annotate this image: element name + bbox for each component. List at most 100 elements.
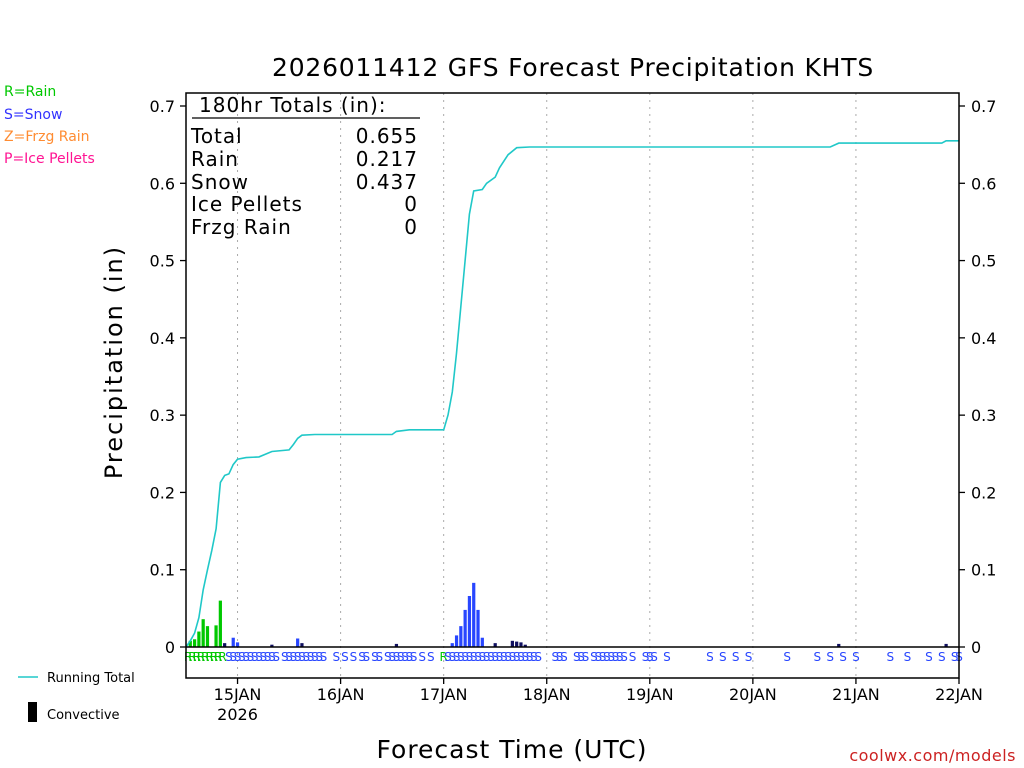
totals-value-snow: 0.437 [356,170,418,194]
ptype-marker-71: S [556,650,564,664]
precip-bar-15 [454,635,459,647]
precip-bar-17 [463,609,467,647]
precip-bar-28 [944,643,948,647]
ptype-marker-58: S [487,650,495,664]
ptype-marker-57: S [483,650,491,664]
ptype-marker-76: S [590,650,598,664]
ptype-marker-92: S [745,650,753,664]
precip-bar-3 [201,619,205,647]
precip-bar-27 [837,643,841,647]
ptype-marker-94: S [813,650,821,664]
ptype-marker-80: S [607,650,615,664]
totals-label-freezing-rain: Frzg Rain [191,215,292,239]
precip-bar-20 [476,609,480,647]
precip-bar-22 [493,643,497,647]
totals-box: 180hr Totals (in): Total 0.655 Rain 0.21… [190,93,420,239]
ptype-marker-1: R [188,650,196,664]
ptype-marker-8: R [218,650,226,664]
ptype-marker-63: S [509,650,517,664]
running-total-line [185,140,959,648]
precip-bar-0 [188,640,192,647]
ptype-marker-12: S [238,650,246,664]
precip-bar-18 [467,595,472,647]
precip-bar-6 [218,600,222,647]
ptype-marker-89: S [706,650,714,664]
x-tick-label-3: 18JAN [523,685,571,704]
totals-value-total: 0.655 [356,124,418,148]
running-total-legend-label: Running Total [47,671,135,686]
axes: 0 00.1 0.10.2 0.20.3 0.30.4 0.40.5 0.50.6 0.60.… [150,92,996,724]
ptype-marker-31: S [332,650,340,664]
ptype-marker-91: S [732,650,740,664]
precip-bar-23 [510,640,514,647]
legend-ice-pellets: P=Ice Pellets [4,151,95,167]
ptype-marker-77: S [594,650,602,664]
y-tick-label-left-4: 0.4 [150,329,175,348]
ptype-marker-55: S [474,650,482,664]
ptype-marker-23: S [290,650,298,664]
ptype-marker-16: S [255,650,263,664]
ptype-marker-45: S [418,650,426,664]
plot-frame [185,92,960,679]
ptype-marker-41: S [397,650,405,664]
ptype-marker-97: S [852,650,860,664]
y-tick-label-left-5: 0.5 [150,252,175,271]
totals-value-rain: 0.217 [356,147,418,171]
precip-bar-7 [223,643,227,647]
ptype-marker-22: S [285,650,293,664]
ptype-marker-17: S [259,650,267,664]
legend-snow: S=Snow [4,107,62,123]
totals-header: 180hr Totals (in): [199,93,387,117]
ptype-marker-101: S [938,650,946,664]
ptype-marker-72: S [560,650,568,664]
ptype-marker-85: S [642,650,650,664]
precip-bar-1 [192,639,197,647]
convective-legend-label: Convective [47,708,120,723]
y-tick-label-right-6: 0.6 [971,174,996,193]
precip-bar-5 [214,625,218,647]
y-tick-label-left-2: 0.2 [150,483,175,502]
x-tick-sublabel-0: 2026 [217,705,258,724]
precip-bar-19 [472,582,476,647]
series-legend: Running Total Convective [18,671,135,723]
precip-bar-25 [519,642,523,647]
y-tick-label-left-0: 0 [165,638,175,657]
precip-bar-13 [394,643,399,647]
ptype-marker-49: S [448,650,456,664]
ptype-marker-43: S [405,650,413,664]
ptype-marker-69: S [534,650,542,664]
ptype-marker-53: S [466,650,474,664]
precip-bar-11 [296,638,300,647]
x-tick-label-2: 17JAN [420,685,468,704]
legend-rain: R=Rain [4,84,56,100]
ptype-marker-13: S [242,650,250,664]
ptype-marker-44: S [410,650,418,664]
ptype-marker-7: R [214,650,222,664]
x-axis-label: Forecast Time (UTC) [377,735,648,764]
ptype-marker-59: S [491,650,499,664]
x-tick-label-4: 19JAN [626,685,674,704]
ptype-marker-3: R [197,650,205,664]
ptype-marker-50: S [453,650,461,664]
legend-freezing-rain: Z=Frzg Rain [4,129,90,145]
ptype-marker-38: S [384,650,392,664]
ptype-marker-4: R [201,650,209,664]
ptype-marker-78: S [599,650,607,664]
y-tick-label-left-7: 0.7 [150,97,175,116]
x-tick-label-5: 20JAN [729,685,777,704]
precip-bar-14 [450,643,454,647]
ptype-marker-87: S [650,650,658,664]
ptype-marker-32: S [341,650,349,664]
totals-label-rain: Rain [191,147,239,171]
totals-label-total: Total [190,124,243,148]
ptype-marker-19: S [268,650,276,664]
precip-bar-4 [205,626,210,647]
ptype-marker-70: S [552,650,560,664]
ptype-marker-26: S [302,650,310,664]
x-tick-label-7: 22JAN [935,685,983,704]
ptype-marker-24: S [294,650,302,664]
ptype-marker-86: S [646,650,654,664]
grid-lines [237,93,857,678]
